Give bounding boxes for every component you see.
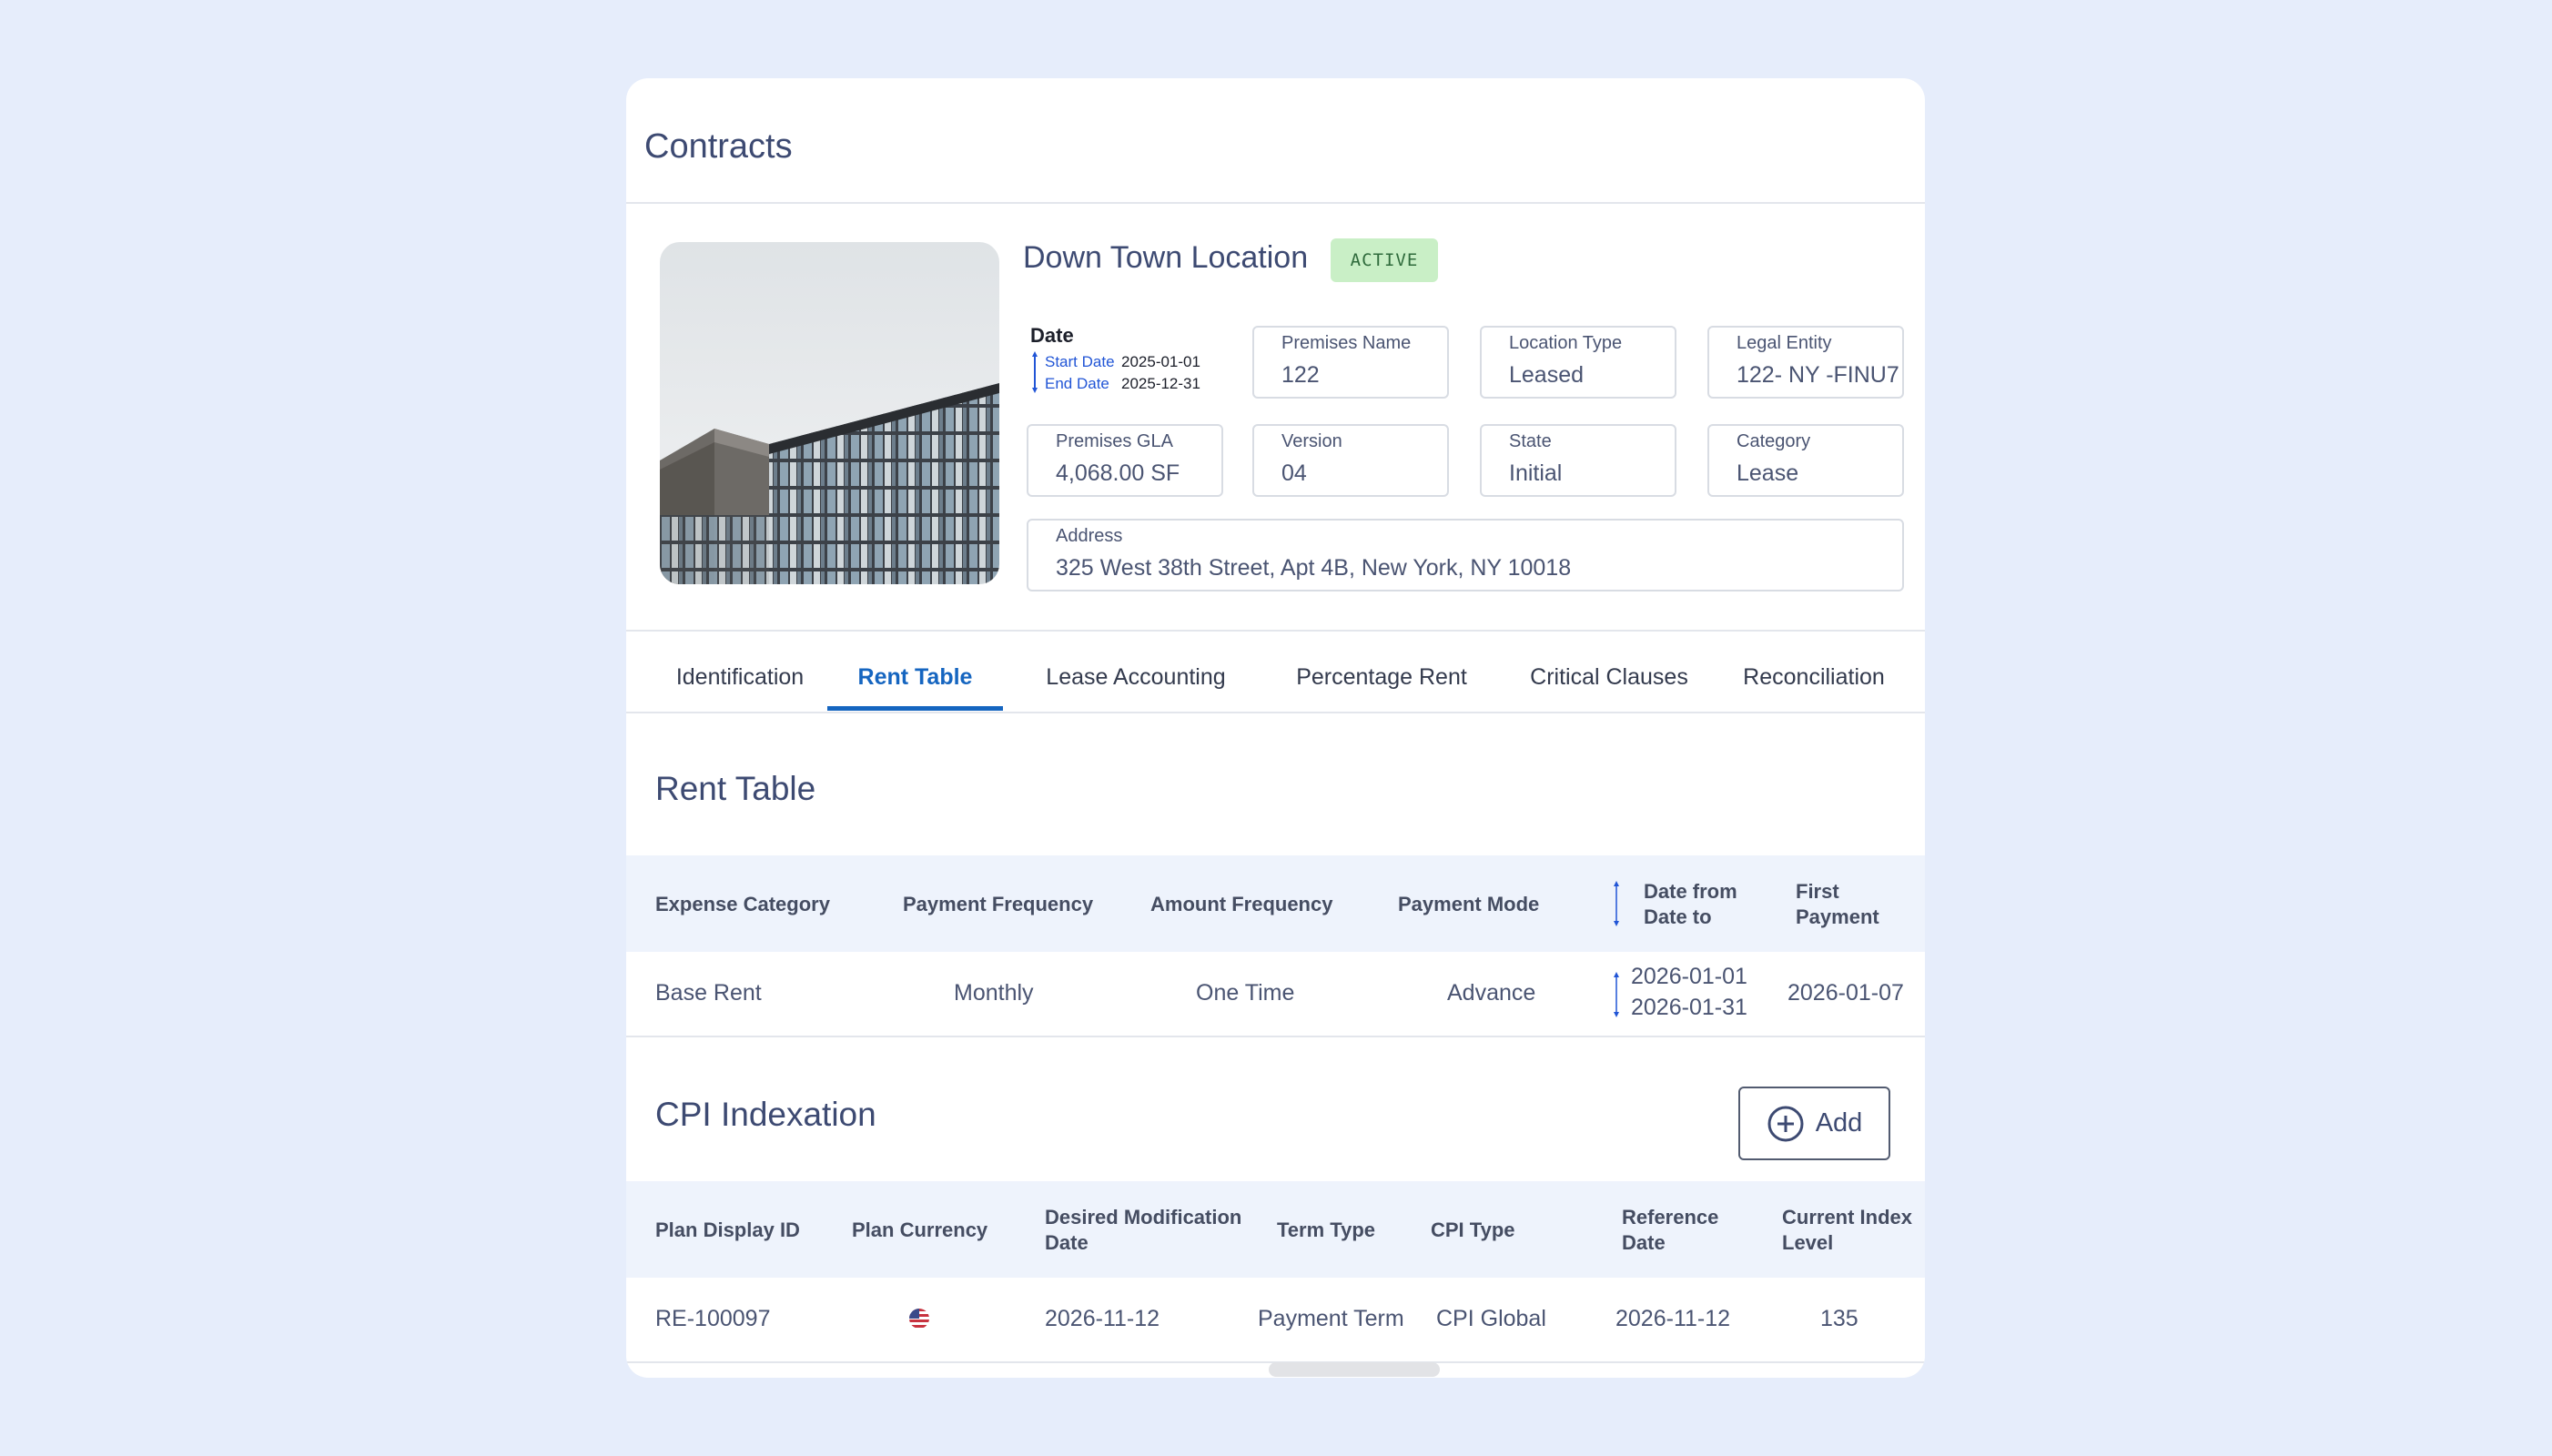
field-label: Premises Name [1281,333,1412,353]
cell-term-type: Payment Term [1258,1306,1404,1331]
col-current-index-level-2: Level [1782,1231,1834,1254]
building-photo [660,242,999,584]
date-range-arrow-icon [1614,881,1619,926]
active-tab-indicator [827,706,1003,711]
field-value: 04 [1281,460,1307,486]
cell-cpi-type: CPI Global [1436,1306,1546,1331]
tab-critical-clauses[interactable]: Critical Clauses [1530,664,1688,690]
tab-reconciliation[interactable]: Reconciliation [1743,664,1885,690]
divider [626,1036,1925,1037]
field-value: Initial [1509,460,1563,486]
cell-date-from: 2026-01-01 [1631,964,1747,989]
col-reference-date-2: Date [1622,1231,1666,1254]
col-plan-currency: Plan Currency [852,1218,988,1241]
cell-payment-mode: Advance [1447,980,1536,1006]
field-value: 4,068.00 SF [1056,460,1180,486]
col-desired-modification-date: Desired Modification [1045,1206,1242,1228]
contract-card: Contracts [626,78,1925,1378]
cell-desired-modification-date: 2026-11-12 [1045,1306,1160,1331]
version-field: Version 04 [1252,424,1449,497]
col-first-payment: First [1796,880,1839,903]
address-field: Address 325 West 38th Street, Apt 4B, Ne… [1027,519,1904,592]
tab-lease-accounting[interactable]: Lease Accounting [1046,664,1226,690]
plus-circle-icon [1767,1106,1804,1141]
premises-gla-field: Premises GLA 4,068.00 SF [1027,424,1223,497]
cell-reference-date: 2026-11-12 [1615,1306,1731,1331]
field-label: Location Type [1509,333,1623,353]
field-label: Address [1056,526,1123,546]
premises-name-field: Premises Name 122 [1252,326,1449,399]
divider [626,712,1925,713]
col-first-payment-2: Payment [1796,905,1879,928]
rent-table-header: Expense Category Payment Frequency Amoun… [626,855,1925,952]
col-term-type: Term Type [1277,1218,1375,1241]
cell-date-to: 2026-01-31 [1631,995,1747,1020]
start-date-label: Start Date [1045,353,1115,370]
divider [626,630,1925,632]
cell-payment-frequency: Monthly [954,980,1034,1006]
cell-current-index-level: 135 [1820,1306,1858,1331]
location-name: Down Town Location [1023,240,1309,275]
field-label: Premises GLA [1056,431,1173,451]
col-date-to: Date to [1644,905,1712,928]
divider [626,202,1925,204]
col-desired-modification-date-2: Date [1045,1231,1089,1254]
start-date-value: 2025-01-01 [1121,353,1200,370]
cell-first-payment: 2026-01-07 [1787,980,1904,1006]
col-reference-date: Reference [1622,1206,1719,1228]
add-button-label: Add [1815,1108,1863,1138]
col-payment-frequency: Payment Frequency [903,893,1094,915]
legal-entity-field: Legal Entity 122- NY -FINU7 [1707,326,1904,399]
tab-rent-table[interactable]: Rent Table [857,664,973,690]
location-type-field: Location Type Leased [1480,326,1676,399]
date-range-arrow-icon [1614,972,1619,1017]
cpi-table-header: Plan Display ID Plan Currency Desired Mo… [626,1181,1925,1278]
field-label: Category [1737,431,1811,451]
col-current-index-level: Current Index [1782,1206,1913,1228]
us-flag-icon [909,1309,929,1329]
field-value: Lease [1737,460,1799,486]
page-title: Contracts [644,127,793,166]
tab-percentage-rent[interactable]: Percentage Rent [1296,664,1467,690]
col-payment-mode: Payment Mode [1398,893,1540,915]
end-date-label: End Date [1045,375,1109,392]
add-button[interactable]: Add [1738,1087,1890,1160]
field-value: Leased [1509,362,1585,388]
cell-amount-frequency: One Time [1196,980,1295,1006]
status-badge: ACTIVE [1331,238,1438,282]
field-label: Version [1281,431,1342,451]
cell-expense-category: Base Rent [655,980,762,1006]
date-range: Date Start Date 2025-01-01 End Date 2025… [1030,324,1249,406]
field-value: 325 West 38th Street, Apt 4B, New York, … [1056,555,1572,581]
end-date-value: 2025-12-31 [1121,375,1200,392]
category-field: Category Lease [1707,424,1904,497]
tab-identification[interactable]: Identification [675,664,805,690]
col-expense-category: Expense Category [655,893,830,915]
col-cpi-type: CPI Type [1431,1218,1515,1241]
col-date-from: Date from [1644,880,1737,903]
horizontal-scrollbar[interactable] [1269,1362,1440,1377]
col-plan-display-id: Plan Display ID [655,1218,800,1241]
cell-plan-display-id: RE-100097 [655,1306,771,1331]
rent-table-title: Rent Table [655,770,816,807]
state-field: State Initial [1480,424,1676,497]
field-label: Legal Entity [1737,333,1832,353]
date-title: Date [1030,324,1074,347]
date-range-arrow-icon [1032,351,1038,393]
field-label: State [1509,431,1552,451]
field-value: 122- NY -FINU7 [1737,362,1899,388]
field-value: 122 [1281,362,1320,388]
col-amount-frequency: Amount Frequency [1150,893,1333,915]
cpi-title: CPI Indexation [655,1096,876,1133]
